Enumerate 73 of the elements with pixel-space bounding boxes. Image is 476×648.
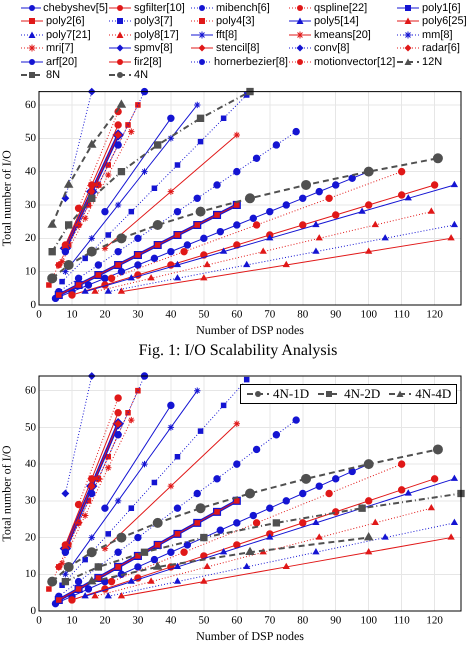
y-tick-label: 10 [25,568,36,580]
legend-label: poly1[6] [421,2,462,14]
x-tick-label: 40 [165,308,177,320]
y-tick-label: 30 [25,494,36,507]
y-tick-label: 50 [25,132,36,144]
legend-label: poly6[25] [421,15,468,28]
x-tick-label: 50 [198,614,210,626]
legend-label: 12N [421,56,444,68]
y-tick-label: 40 [25,166,36,178]
legend-label: poly5[14] [313,15,360,28]
y-tick-label: 50 [25,421,36,434]
y-tick-label: 10 [25,266,36,278]
y-tick-label: 60 [25,384,36,397]
x-tick-label: 120 [426,614,444,626]
legend-label: sgfilter[10] [133,2,186,14]
legend-label: poly2[6] [45,15,86,28]
legend-label: poly7[21] [45,28,92,41]
legend-label: qspline[22] [313,2,368,14]
legend-label: 4N-4D [415,386,452,402]
legend-label: poly8[17] [133,28,180,41]
legend-label: fft[8] [215,28,238,41]
x-tick-label: 70 [264,308,276,320]
x-axis-title: Number of DSP nodes [196,628,304,643]
y-tick-label: 60 [25,98,36,111]
legend-label: mm[8] [421,28,454,41]
x-tick-label: 70 [264,614,276,626]
y-tick-label: 20 [25,531,36,544]
legend-label: 4N-2D [344,386,380,402]
x-tick-label: 10 [66,614,78,626]
y-tick-label: 30 [25,198,36,211]
x-tick-label: 60 [231,308,243,320]
legend-label: hornerbezier[8] [213,56,288,68]
y-tick-label: 0 [30,604,36,617]
x-tick-label: 80 [297,308,309,320]
x-tick-label: 90 [330,614,342,626]
x-tick-label: 110 [394,308,410,320]
y-axis-title: Total number of I/O [0,445,14,542]
x-tick-label: 20 [99,308,111,320]
x-tick-label: 80 [297,614,309,626]
x-tick-label: 10 [66,308,78,320]
legend-label: mri[7] [45,42,74,54]
x-tick-label: 90 [330,308,342,320]
legend-label: mibench[6] [215,2,271,14]
legend-label: chebyshev[5] [42,2,108,14]
x-tick-label: 120 [426,308,444,320]
legend-label: 4N [133,69,150,82]
x-tick-label: 20 [99,614,111,626]
y-tick-label: 0 [30,298,36,311]
x-tick-label: 50 [198,308,210,320]
legend-label: 8N [45,69,62,82]
y-axis-title: Total number of I/O [0,150,14,246]
x-tick-label: 110 [394,614,410,626]
caption: Fig. 1: I/O Scalability Analysis [138,341,338,361]
legend-label: kmeans[20] [313,28,372,41]
x-tick-label: 60 [231,614,243,626]
x-tick-label: 30 [132,614,144,626]
x-tick-label: 40 [165,614,177,626]
legend-label: conv[8] [313,42,350,54]
legend-label: poly4[3] [215,15,256,28]
x-axis-title: Number of DSP nodes [196,322,304,337]
x-tick-label: 100 [360,614,378,626]
legend-label: 4N-1D [273,386,310,402]
legend-label: stencil[8] [215,42,260,54]
y-tick-label: 20 [25,232,36,244]
legend-label: poly3[7] [133,15,174,28]
legend-label: motionvector[12] [313,56,396,68]
legend-label: spmv[8] [133,42,174,54]
x-tick-label: 30 [132,308,144,320]
legend-label: fir2[8] [133,56,163,68]
y-tick-label: 40 [25,458,36,470]
x-tick-label: 100 [360,308,378,320]
legend-label: arf[20] [45,56,78,68]
legend-label: radar[6] [421,42,461,54]
